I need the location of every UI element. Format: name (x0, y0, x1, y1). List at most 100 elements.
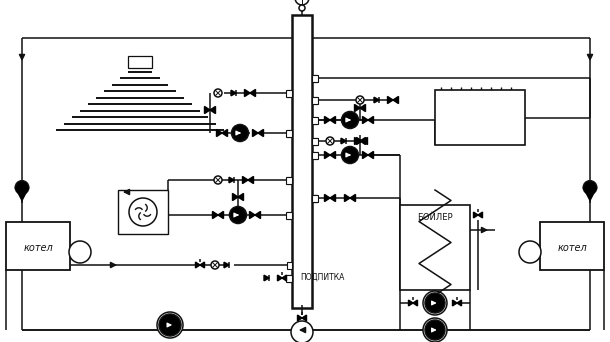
Circle shape (295, 0, 309, 5)
Polygon shape (360, 137, 365, 145)
Bar (6, 222, 70, 270)
Polygon shape (245, 89, 250, 96)
Bar (400, 205, 470, 290)
Polygon shape (249, 211, 255, 219)
Polygon shape (362, 116, 368, 123)
Polygon shape (374, 97, 379, 103)
Bar (286, 211, 292, 219)
Circle shape (291, 321, 313, 342)
Circle shape (356, 96, 364, 104)
Polygon shape (210, 106, 215, 114)
Polygon shape (360, 104, 365, 111)
Polygon shape (330, 194, 336, 201)
Polygon shape (195, 262, 200, 268)
Circle shape (425, 320, 445, 340)
Polygon shape (325, 152, 330, 159)
Polygon shape (356, 137, 362, 145)
Polygon shape (200, 262, 204, 268)
Circle shape (232, 124, 248, 142)
Circle shape (519, 241, 541, 263)
Bar (312, 117, 318, 123)
Polygon shape (217, 129, 222, 136)
Polygon shape (302, 315, 306, 321)
Bar (312, 195, 317, 201)
Text: котел: котел (557, 243, 587, 253)
Polygon shape (282, 275, 287, 281)
Circle shape (229, 207, 246, 224)
Bar (292, 15, 312, 308)
Bar (286, 130, 292, 136)
Polygon shape (345, 194, 350, 201)
Circle shape (423, 318, 447, 342)
Bar (312, 195, 317, 201)
Polygon shape (231, 90, 236, 96)
Polygon shape (243, 176, 248, 184)
Bar (312, 117, 317, 123)
Polygon shape (478, 212, 483, 218)
Polygon shape (218, 211, 223, 219)
Circle shape (214, 89, 222, 97)
Polygon shape (453, 300, 457, 306)
Circle shape (15, 181, 29, 194)
Polygon shape (413, 300, 417, 306)
Polygon shape (393, 96, 398, 104)
Circle shape (157, 312, 183, 338)
Polygon shape (258, 129, 264, 136)
Polygon shape (473, 212, 478, 218)
Polygon shape (238, 194, 243, 200)
Polygon shape (253, 129, 258, 136)
Polygon shape (341, 138, 346, 144)
Text: котел: котел (23, 243, 53, 253)
Bar (312, 75, 317, 81)
Circle shape (583, 181, 597, 194)
Polygon shape (362, 137, 367, 145)
Bar (312, 152, 317, 158)
Polygon shape (362, 152, 368, 159)
Polygon shape (387, 96, 393, 104)
Bar (312, 96, 317, 104)
Bar (312, 152, 318, 158)
Polygon shape (224, 262, 229, 268)
Circle shape (69, 241, 91, 263)
Bar (118, 190, 168, 234)
Circle shape (299, 5, 305, 11)
Polygon shape (368, 152, 373, 159)
Polygon shape (354, 104, 360, 111)
Circle shape (342, 146, 359, 163)
Bar (286, 90, 292, 96)
Polygon shape (409, 300, 413, 306)
Polygon shape (229, 177, 234, 183)
Bar (286, 275, 292, 281)
Polygon shape (330, 116, 336, 123)
Bar (287, 90, 292, 96)
Circle shape (211, 261, 219, 269)
Bar (312, 137, 317, 145)
Bar (286, 176, 292, 184)
Polygon shape (298, 315, 302, 321)
Circle shape (214, 176, 222, 184)
Circle shape (129, 198, 157, 226)
Polygon shape (325, 116, 330, 123)
Bar (287, 130, 292, 136)
Bar (312, 96, 318, 104)
Text: ПОДПИТКА: ПОДПИТКА (300, 273, 345, 281)
Bar (312, 75, 318, 81)
Polygon shape (204, 106, 210, 114)
Polygon shape (222, 129, 228, 136)
Polygon shape (250, 89, 256, 96)
Polygon shape (583, 187, 597, 200)
Polygon shape (212, 211, 218, 219)
Circle shape (342, 111, 359, 129)
Bar (312, 195, 318, 201)
Polygon shape (264, 275, 269, 281)
Polygon shape (457, 300, 462, 306)
Polygon shape (354, 137, 360, 145)
Polygon shape (278, 275, 282, 281)
Bar (287, 176, 292, 184)
Polygon shape (255, 211, 260, 219)
Bar (435, 90, 525, 145)
Bar (287, 275, 292, 281)
Circle shape (326, 137, 334, 145)
Circle shape (159, 314, 181, 336)
Bar (287, 262, 292, 268)
